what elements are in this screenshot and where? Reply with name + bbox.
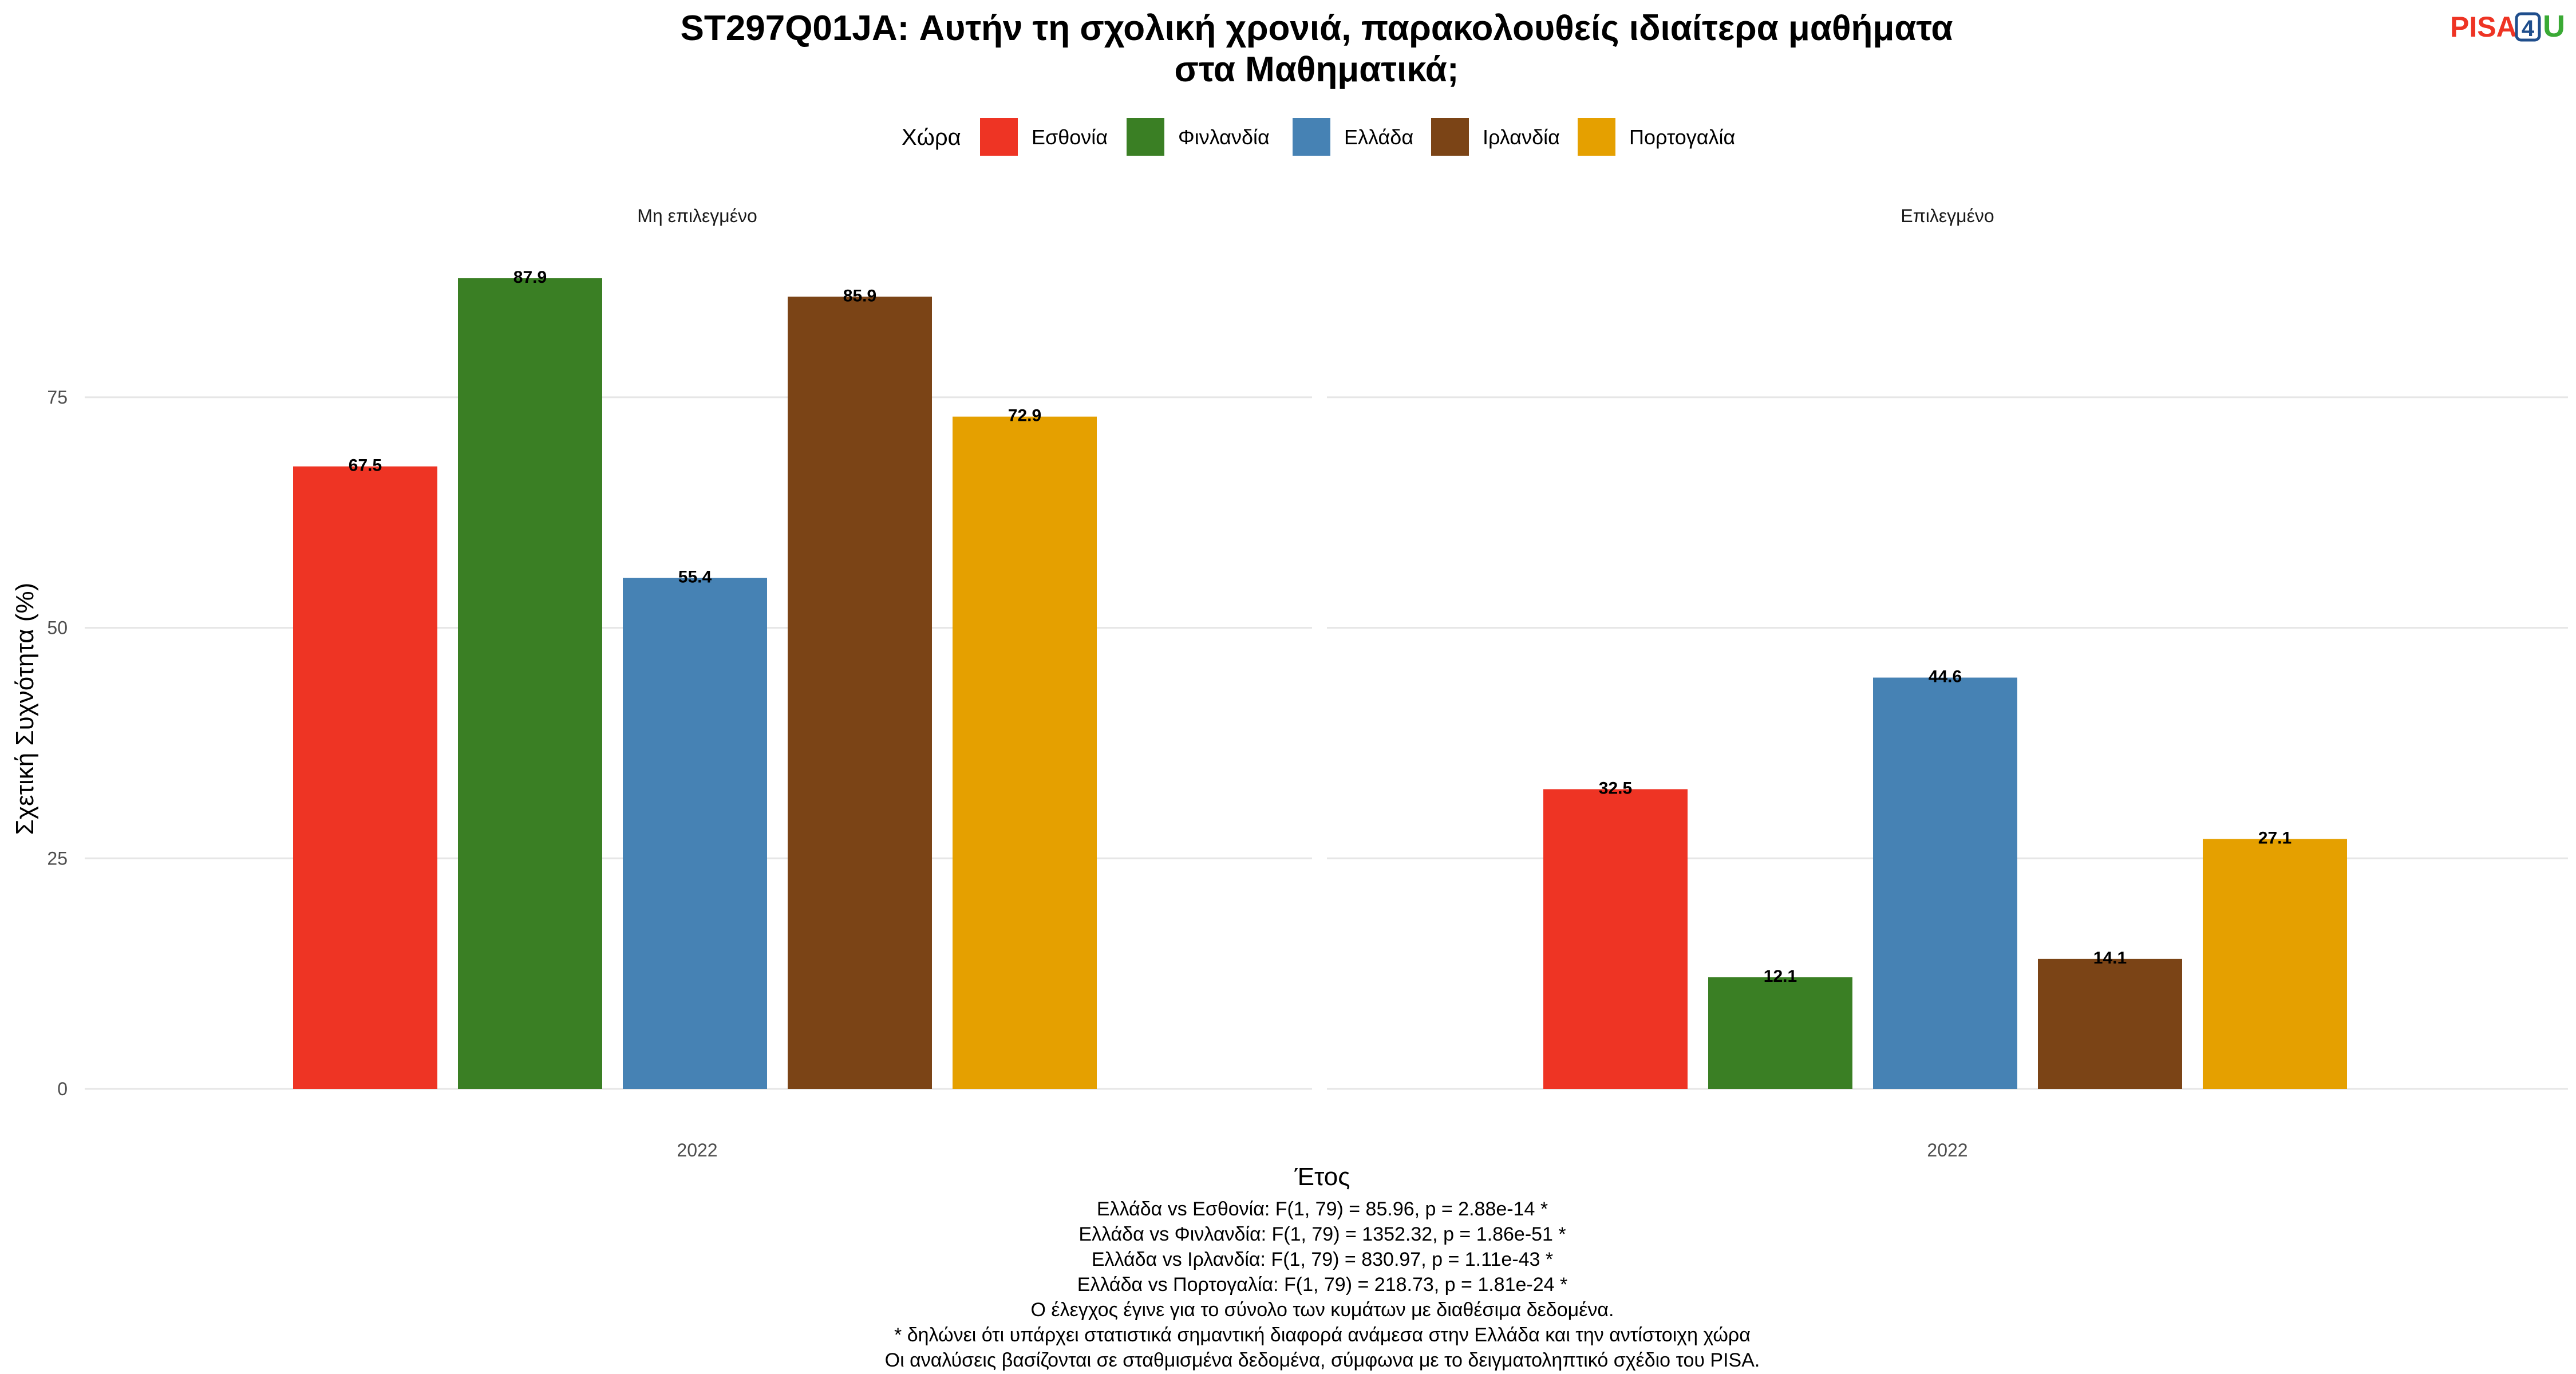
caption-line: * δηλώνει ότι υπάρχει στατιστικά σημαντι… — [894, 1324, 1751, 1346]
bar-labels: 67.5 87.9 55.4 85.9 72.9 32.5 12.1 44.6 14.1 27.1 — [349, 268, 2291, 986]
caption-line: Ελλάδα vs Εσθονία: F(1, 79) = 85.96, p =… — [1097, 1198, 1548, 1220]
caption: Ελλάδα vs Εσθονία: F(1, 79) = 85.96, p =… — [885, 1198, 1760, 1371]
bar-not-selected-4 — [953, 416, 1097, 1089]
bar-not-selected-2 — [623, 578, 767, 1089]
x-axis-title: Έτος — [1294, 1163, 1350, 1191]
logo-text-pisa: PISA — [2450, 11, 2517, 43]
x-tick-right: 2022 — [1927, 1140, 1967, 1160]
panel-label-right: Επιλεγμένο — [1901, 206, 1994, 226]
y-axis-title: Σχετική Συχνότητα (%) — [11, 583, 39, 835]
bar-selected-1 — [1708, 977, 1852, 1089]
caption-line: Ελλάδα vs Ιρλανδία: F(1, 79) = 830.97, p… — [1092, 1249, 1553, 1270]
panel-label-left: Μη επιλεγμένο — [637, 206, 757, 226]
y-tick-label: 0 — [57, 1079, 68, 1099]
bar-value-label: 72.9 — [1008, 406, 1041, 425]
caption-line: Ελλάδα vs Πορτογαλία: F(1, 79) = 218.73,… — [1077, 1274, 1567, 1296]
bar-not-selected-1 — [458, 278, 602, 1089]
logo-text-u: U — [2543, 9, 2565, 44]
bar-value-label: 87.9 — [513, 268, 547, 287]
y-axis-ticks: 0 25 50 75 — [47, 387, 68, 1099]
bar-selected-4 — [2203, 839, 2347, 1089]
legend-swatch-2 — [1293, 118, 1330, 156]
legend-swatch-1 — [1127, 118, 1164, 156]
chart-title-line-2: στα Μαθηματικά; — [1174, 50, 1459, 89]
x-tick-left: 2022 — [677, 1140, 717, 1160]
legend-title: Χώρα — [902, 125, 961, 150]
logo-box — [2515, 12, 2541, 42]
y-tick-label: 25 — [47, 848, 68, 868]
legend-label-1: Φινλανδία — [1178, 125, 1270, 149]
pisa4u-logo: PISA 4 U — [2450, 9, 2565, 44]
bar-value-label: 14.1 — [2093, 949, 2127, 968]
y-tick-label: 50 — [47, 618, 68, 638]
bar-value-label: 27.1 — [2258, 828, 2291, 847]
legend-swatch-4 — [1578, 118, 1615, 156]
y-tick-label: 75 — [47, 387, 68, 408]
bar-selected-2 — [1873, 677, 2017, 1089]
logo-text-4: 4 — [2522, 16, 2535, 41]
caption-line: Οι αναλύσεις βασίζονται σε σταθμισμένα δ… — [885, 1349, 1760, 1371]
bar-value-label: 12.1 — [1764, 967, 1797, 986]
legend-label-2: Ελλάδα — [1344, 125, 1413, 149]
legend-label-3: Ιρλανδία — [1483, 125, 1560, 149]
bar-value-label: 85.9 — [843, 286, 876, 305]
bar-value-label: 44.6 — [1929, 668, 1962, 686]
caption-line: Ελλάδα vs Φινλανδία: F(1, 79) = 1352.32,… — [1078, 1223, 1566, 1245]
legend-swatch-0 — [980, 118, 1018, 156]
legend-label-4: Πορτογαλία — [1629, 125, 1735, 149]
bar-selected-0 — [1543, 789, 1688, 1089]
bar-not-selected-3 — [788, 297, 932, 1089]
bar-not-selected-0 — [293, 466, 437, 1089]
chart-title-line-1: ST297Q01JA: Αυτήν τη σχολική χρονιά, παρ… — [681, 9, 1953, 48]
bar-value-label: 55.4 — [678, 568, 712, 587]
bars — [293, 278, 2347, 1089]
bar-value-label: 32.5 — [1599, 779, 1632, 797]
legend-label-0: Εσθονία — [1032, 125, 1108, 149]
legend: Χώρα Εσθονία Φινλανδία Ελλάδα Ιρλανδία Πορτο… — [902, 118, 1735, 156]
caption-line: Ο έλεγχος έγινε για το σύνολο των κυμάτω… — [1031, 1299, 1614, 1321]
bar-value-label: 67.5 — [349, 456, 382, 475]
legend-swatch-3 — [1431, 118, 1469, 156]
bar-selected-3 — [2038, 958, 2182, 1089]
